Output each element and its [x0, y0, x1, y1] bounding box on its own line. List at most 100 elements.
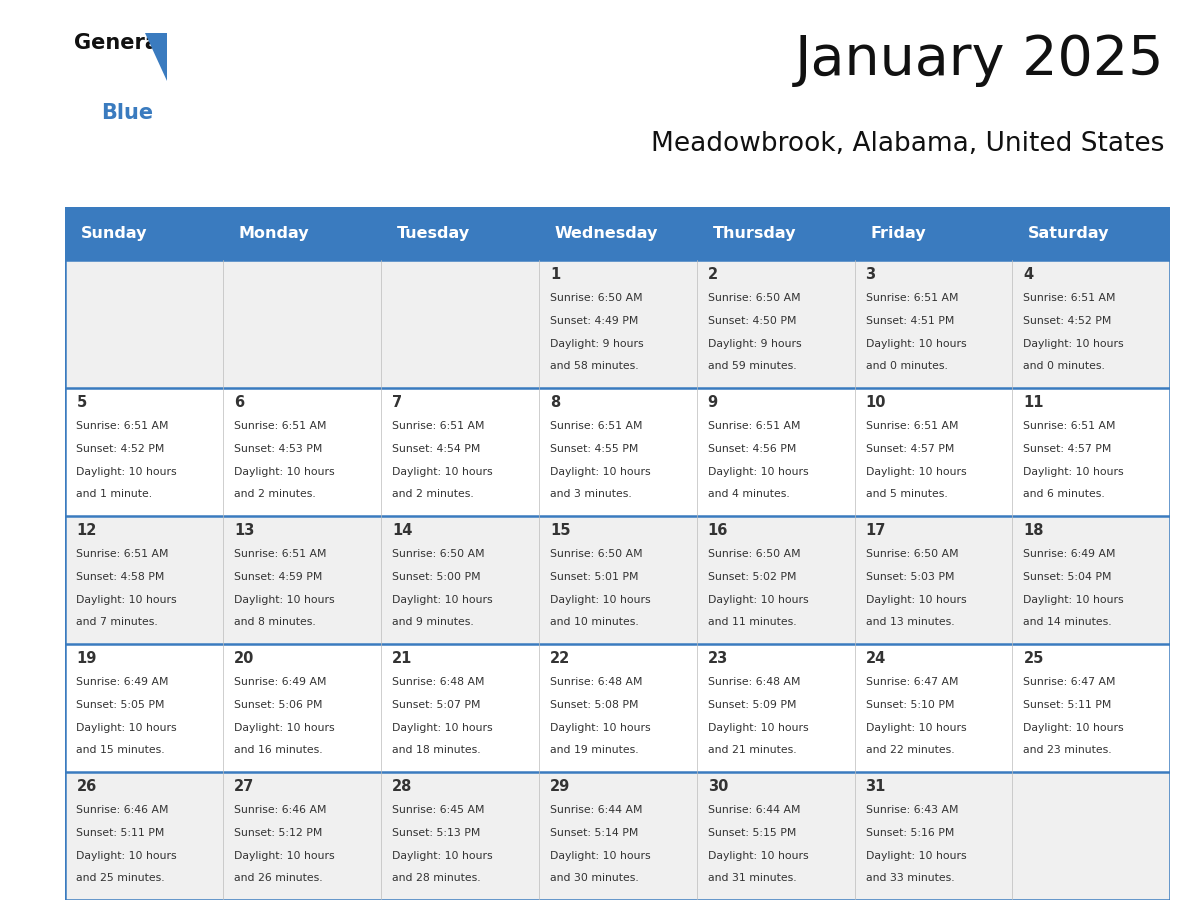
Text: Daylight: 10 hours: Daylight: 10 hours [76, 595, 177, 605]
Text: and 9 minutes.: and 9 minutes. [392, 617, 474, 627]
Text: and 26 minutes.: and 26 minutes. [234, 873, 323, 883]
Text: and 2 minutes.: and 2 minutes. [392, 489, 474, 498]
Text: Sunrise: 6:50 AM: Sunrise: 6:50 AM [392, 549, 485, 559]
Text: Sunset: 5:01 PM: Sunset: 5:01 PM [550, 572, 638, 582]
Text: Sunrise: 6:44 AM: Sunrise: 6:44 AM [550, 805, 643, 815]
Text: 1: 1 [550, 267, 560, 283]
Text: and 1 minute.: and 1 minute. [76, 489, 152, 498]
Text: Sunset: 5:04 PM: Sunset: 5:04 PM [1023, 572, 1112, 582]
Text: Sunrise: 6:49 AM: Sunrise: 6:49 AM [76, 677, 169, 687]
Text: 7: 7 [392, 396, 403, 410]
Text: Sunset: 5:16 PM: Sunset: 5:16 PM [866, 828, 954, 838]
Text: Sunrise: 6:51 AM: Sunrise: 6:51 AM [708, 421, 801, 431]
Text: Daylight: 10 hours: Daylight: 10 hours [550, 467, 651, 477]
Text: 15: 15 [550, 523, 570, 539]
Text: Daylight: 10 hours: Daylight: 10 hours [234, 851, 335, 861]
Text: Sunset: 4:49 PM: Sunset: 4:49 PM [550, 316, 638, 326]
Text: and 6 minutes.: and 6 minutes. [1023, 489, 1105, 498]
Text: 17: 17 [866, 523, 886, 539]
Text: 29: 29 [550, 779, 570, 794]
Text: Daylight: 10 hours: Daylight: 10 hours [708, 467, 808, 477]
Text: Sunset: 5:00 PM: Sunset: 5:00 PM [392, 572, 481, 582]
Text: 4: 4 [1023, 267, 1034, 283]
Text: Sunset: 4:57 PM: Sunset: 4:57 PM [866, 444, 954, 454]
Bar [65, 516, 1170, 644]
Text: Sunrise: 6:44 AM: Sunrise: 6:44 AM [708, 805, 801, 815]
Text: 5: 5 [76, 396, 87, 410]
Text: and 33 minutes.: and 33 minutes. [866, 873, 954, 883]
Text: and 58 minutes.: and 58 minutes. [550, 361, 638, 371]
Text: Daylight: 10 hours: Daylight: 10 hours [866, 723, 966, 733]
Text: 20: 20 [234, 652, 254, 666]
Text: Sunset: 4:50 PM: Sunset: 4:50 PM [708, 316, 796, 326]
Text: Sunrise: 6:50 AM: Sunrise: 6:50 AM [550, 293, 643, 303]
Text: Sunrise: 6:51 AM: Sunrise: 6:51 AM [866, 421, 958, 431]
Text: and 14 minutes.: and 14 minutes. [1023, 617, 1112, 627]
Text: Daylight: 10 hours: Daylight: 10 hours [550, 723, 651, 733]
Text: General: General [74, 33, 166, 53]
Bar [65, 387, 1170, 516]
Text: Sunset: 4:59 PM: Sunset: 4:59 PM [234, 572, 323, 582]
Text: 9: 9 [708, 396, 718, 410]
Text: 11: 11 [1023, 396, 1044, 410]
Text: Tuesday: Tuesday [397, 226, 470, 241]
Text: 25: 25 [1023, 652, 1044, 666]
Text: and 0 minutes.: and 0 minutes. [866, 361, 948, 371]
Text: 14: 14 [392, 523, 412, 539]
Text: Sunset: 5:10 PM: Sunset: 5:10 PM [866, 700, 954, 710]
Text: Sunrise: 6:50 AM: Sunrise: 6:50 AM [708, 549, 801, 559]
Text: Daylight: 10 hours: Daylight: 10 hours [392, 595, 493, 605]
Text: Daylight: 10 hours: Daylight: 10 hours [866, 467, 966, 477]
Text: Sunset: 4:54 PM: Sunset: 4:54 PM [392, 444, 480, 454]
Text: Sunrise: 6:51 AM: Sunrise: 6:51 AM [550, 421, 643, 431]
Text: Sunrise: 6:48 AM: Sunrise: 6:48 AM [550, 677, 643, 687]
Text: and 30 minutes.: and 30 minutes. [550, 873, 639, 883]
Text: Sunrise: 6:51 AM: Sunrise: 6:51 AM [234, 421, 327, 431]
Text: Daylight: 10 hours: Daylight: 10 hours [234, 595, 335, 605]
Text: and 25 minutes.: and 25 minutes. [76, 873, 165, 883]
Text: 8: 8 [550, 396, 560, 410]
Text: Daylight: 10 hours: Daylight: 10 hours [392, 467, 493, 477]
Text: and 5 minutes.: and 5 minutes. [866, 489, 947, 498]
Text: Daylight: 10 hours: Daylight: 10 hours [550, 851, 651, 861]
Text: and 13 minutes.: and 13 minutes. [866, 617, 954, 627]
Text: Sunrise: 6:50 AM: Sunrise: 6:50 AM [866, 549, 959, 559]
Text: Sunset: 4:51 PM: Sunset: 4:51 PM [866, 316, 954, 326]
Text: Saturday: Saturday [1028, 226, 1110, 241]
Text: and 22 minutes.: and 22 minutes. [866, 744, 954, 755]
Text: Sunrise: 6:50 AM: Sunrise: 6:50 AM [708, 293, 801, 303]
Text: Sunrise: 6:51 AM: Sunrise: 6:51 AM [1023, 293, 1116, 303]
Text: Sunrise: 6:51 AM: Sunrise: 6:51 AM [1023, 421, 1116, 431]
Text: and 31 minutes.: and 31 minutes. [708, 873, 796, 883]
Text: Sunset: 5:11 PM: Sunset: 5:11 PM [76, 828, 165, 838]
Text: Sunrise: 6:48 AM: Sunrise: 6:48 AM [708, 677, 801, 687]
Text: Daylight: 10 hours: Daylight: 10 hours [76, 851, 177, 861]
Text: and 21 minutes.: and 21 minutes. [708, 744, 796, 755]
Polygon shape [145, 33, 168, 82]
Text: Sunrise: 6:49 AM: Sunrise: 6:49 AM [1023, 549, 1116, 559]
Text: 13: 13 [234, 523, 254, 539]
Text: Daylight: 10 hours: Daylight: 10 hours [1023, 467, 1124, 477]
Text: Sunrise: 6:51 AM: Sunrise: 6:51 AM [392, 421, 485, 431]
Text: Sunset: 4:55 PM: Sunset: 4:55 PM [550, 444, 638, 454]
Text: 2: 2 [708, 267, 718, 283]
Text: Daylight: 10 hours: Daylight: 10 hours [234, 723, 335, 733]
Text: Daylight: 10 hours: Daylight: 10 hours [76, 723, 177, 733]
Text: Daylight: 9 hours: Daylight: 9 hours [708, 339, 802, 349]
Text: Sunset: 5:03 PM: Sunset: 5:03 PM [866, 572, 954, 582]
Text: Sunset: 5:08 PM: Sunset: 5:08 PM [550, 700, 638, 710]
Text: Daylight: 10 hours: Daylight: 10 hours [392, 723, 493, 733]
Text: Blue: Blue [101, 103, 153, 123]
Text: Sunrise: 6:50 AM: Sunrise: 6:50 AM [550, 549, 643, 559]
Text: Thursday: Thursday [713, 226, 796, 241]
Text: Daylight: 9 hours: Daylight: 9 hours [550, 339, 644, 349]
Text: Wednesday: Wednesday [555, 226, 658, 241]
Text: Sunset: 5:11 PM: Sunset: 5:11 PM [1023, 700, 1112, 710]
Text: Sunset: 5:13 PM: Sunset: 5:13 PM [392, 828, 480, 838]
Text: Sunset: 5:15 PM: Sunset: 5:15 PM [708, 828, 796, 838]
Text: and 2 minutes.: and 2 minutes. [234, 489, 316, 498]
Text: Daylight: 10 hours: Daylight: 10 hours [1023, 723, 1124, 733]
Text: and 28 minutes.: and 28 minutes. [392, 873, 481, 883]
Text: Sunset: 4:52 PM: Sunset: 4:52 PM [76, 444, 165, 454]
Text: 31: 31 [866, 779, 886, 794]
